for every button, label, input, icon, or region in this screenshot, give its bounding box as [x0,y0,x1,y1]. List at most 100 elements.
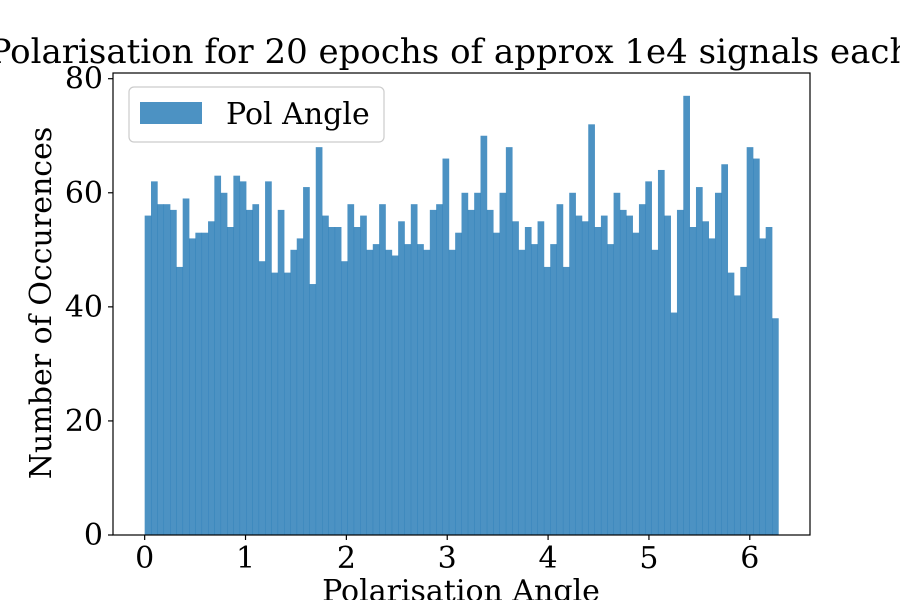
histogram-bar [613,192,621,535]
legend-swatch [140,102,202,124]
histogram-bar [480,135,488,536]
histogram-bar [448,249,456,535]
histogram-bar [474,192,481,535]
x-tick-label: 0 [135,541,154,576]
histogram-bar [144,215,152,535]
histogram-bar [594,227,602,535]
histogram-bar [322,215,329,535]
histogram-bar [328,227,336,535]
histogram-bar [632,232,640,535]
histogram-bar [360,215,367,535]
histogram-bar [626,215,633,535]
histogram-bar [157,204,165,535]
histogram-bar [334,227,342,535]
legend: Pol Angle [128,86,385,143]
histogram-bar [765,227,773,535]
histogram-bar [303,187,310,535]
histogram-bar [524,227,532,535]
histogram-bar [410,204,418,535]
y-axis-ticks: 0 20 40 60 80 [65,62,113,553]
histogram-bar [347,204,355,535]
histogram-bar [645,181,652,535]
histogram-bar [195,232,203,535]
histogram-bar [214,175,222,536]
histogram-bar [689,227,697,535]
histogram-bar [423,249,431,535]
histogram-bar [239,181,247,535]
histogram-bar [208,221,215,536]
histogram-bar [740,266,748,535]
plot-frame [112,72,811,536]
histogram-bar [398,221,405,536]
x-tick-label: 4 [539,541,558,576]
histogram-bar [499,192,507,535]
histogram-bar [695,187,703,535]
y-tick-label: 40 [65,290,103,325]
histogram-bar [379,204,386,535]
x-axis-ticks: 0 1 2 3 4 5 6 [135,535,759,576]
histogram-bar [417,244,424,536]
histogram-bar [233,175,241,536]
histogram-bar [505,147,513,535]
y-tick-label: 60 [65,176,103,211]
histogram-bar [607,244,614,536]
legend-label: Pol Angle [226,97,370,132]
histogram-bar [170,209,177,535]
histogram-bar [391,255,399,535]
histogram-bar [372,244,380,536]
y-tick-label: 20 [65,404,103,439]
histogram-bar [753,158,760,535]
histogram-bar [746,147,754,535]
histogram-bar [429,209,437,535]
histogram-bar [461,192,469,535]
histogram-bar [733,295,741,535]
histogram-bar [258,261,266,535]
histogram-bar [366,249,374,535]
histogram-bar [455,232,462,535]
histogram-bar [575,215,583,535]
histogram-bar [556,204,564,535]
histogram-bar [353,227,361,535]
histogram-bar [284,272,291,535]
histogram-bar [385,249,393,535]
y-tick-label: 0 [84,518,103,553]
histogram-bars [144,95,779,536]
histogram-bar [708,238,716,535]
histogram-bar [252,204,260,535]
histogram-bar [163,204,171,535]
x-tick-label: 1 [236,541,255,576]
histogram-bar [657,169,665,535]
x-tick-label: 3 [438,541,457,576]
histogram-bar [436,204,443,535]
histogram-bar [727,272,735,535]
legend-box [128,86,385,143]
histogram-bar [581,221,589,536]
histogram-bar [277,209,285,535]
histogram-bar [772,318,779,535]
histogram-bar [296,238,304,535]
histogram-bar [562,266,570,535]
histogram-bar [588,124,595,535]
histogram-bar [670,312,678,535]
histogram-bar [537,221,545,536]
histogram-bar [182,198,190,536]
histogram-bar [467,209,475,535]
histogram-bar [518,249,526,535]
x-tick-label: 2 [337,541,356,576]
y-tick-label: 80 [65,62,103,97]
histogram-bar [531,244,538,536]
histogram-bar [759,238,767,535]
histogram-bar [664,215,671,535]
chart-title: Polarisation for 20 epochs of approx 1e4… [0,32,900,72]
histogram-bar [220,192,228,535]
histogram-bar [442,158,450,535]
y-axis-label: Number of Occurences [24,127,59,479]
histogram-bar [721,164,729,535]
histogram-bar [315,147,323,535]
x-tick-label: 6 [740,541,759,576]
histogram-bar [189,238,196,535]
histogram-bar [569,192,576,535]
histogram-bar [512,221,519,536]
